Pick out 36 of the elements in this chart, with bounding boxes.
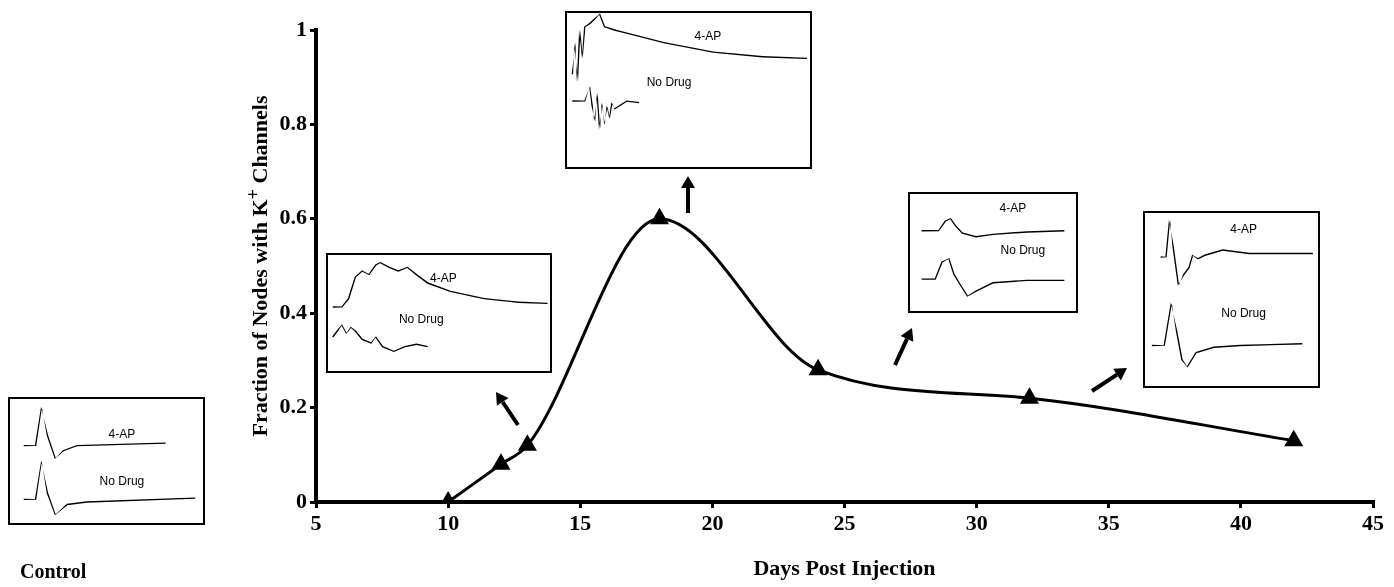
annotation: 4-AP <box>694 29 722 44</box>
recording-panel: 4-AP No Drug <box>326 253 552 373</box>
text: Control <box>20 560 87 583</box>
annotation: No Drug <box>646 75 692 90</box>
recording-panel: 4-AP No Drug <box>908 192 1078 313</box>
x-tick-label: 45 <box>1362 509 1384 535</box>
y-tick-label: 0 <box>296 487 307 513</box>
annotation: No Drug <box>398 311 444 326</box>
recording-panel: 4-AP No Drug <box>8 397 205 525</box>
point <box>1285 431 1303 447</box>
x-tick-label: 10 <box>437 509 460 535</box>
annotation: 4-AP <box>999 201 1027 216</box>
annotation: 4-AP <box>1230 221 1257 236</box>
point <box>809 360 827 376</box>
x-tick-label: 20 <box>701 509 724 535</box>
annotation: No Drug <box>1221 306 1266 321</box>
annotation: 4-AP <box>430 271 457 286</box>
point <box>1021 388 1038 404</box>
x-tick-label: 40 <box>1229 509 1252 535</box>
y-tick-label: 0.2 <box>279 393 307 419</box>
recording-panel: 4-AP No Drug <box>565 11 812 169</box>
y-tick-label: 1 <box>296 15 307 41</box>
y-tick-label: 0.6 <box>279 204 307 230</box>
point <box>518 435 536 451</box>
annotation: No Drug <box>1000 243 1046 258</box>
y-tick-label: 0.4 <box>279 298 307 324</box>
x-tick-label: 5 <box>310 509 322 535</box>
x-tick-label: 25 <box>833 509 856 535</box>
point <box>492 454 510 470</box>
x-axis-title: Days Post Injection <box>753 555 936 581</box>
y-tick-label: 0.8 <box>279 110 307 136</box>
x-tick-label: 15 <box>569 509 592 535</box>
recording-panel: 4-AP No Drug <box>1143 211 1320 388</box>
point <box>651 209 668 225</box>
x-tick-label: 35 <box>1097 509 1120 535</box>
x-tick-label: 30 <box>965 509 988 535</box>
